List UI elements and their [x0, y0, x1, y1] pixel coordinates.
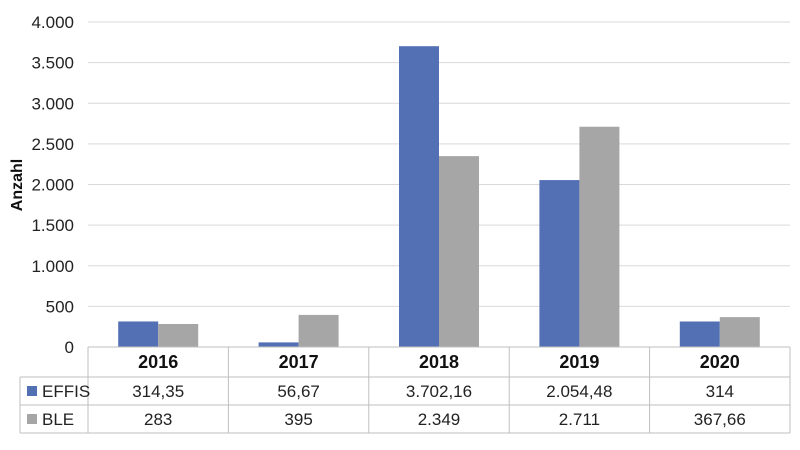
bars: [118, 46, 760, 348]
data-label-ble: 2.349: [418, 410, 461, 429]
data-label-ble: 367,66: [694, 410, 746, 429]
data-table: 2016 2017 2018 2019 2020 EFFIS 314,35 56,67 3.70…: [19, 346, 791, 434]
x-tick-label: 2017: [279, 352, 319, 372]
legend-swatch-effis: [27, 386, 37, 396]
bar-effis-2019: [539, 180, 580, 347]
y-tick-label: 3.000: [31, 94, 74, 113]
y-tick-label: 1.500: [31, 216, 74, 235]
bar-ble-2016: [158, 324, 199, 347]
legend-label-effis: EFFIS: [42, 382, 90, 401]
data-label-ble: 283: [144, 410, 172, 429]
bar-effis-2016: [118, 321, 159, 347]
y-tick-label: 3.500: [31, 54, 74, 73]
bar-ble-2017: [298, 314, 339, 347]
data-label-ble: 2.711: [559, 410, 600, 429]
y-tick-label: 0: [65, 338, 74, 357]
y-tick-label: 1.000: [31, 257, 74, 276]
bar-ble-2019: [579, 126, 620, 347]
x-tick-label: 2020: [700, 352, 740, 372]
data-label-effis: 2.054,48: [546, 382, 612, 401]
data-label-effis: 314: [706, 382, 734, 401]
y-tick-label: 2.500: [31, 135, 74, 154]
data-label-effis: 3.702,16: [406, 382, 472, 401]
y-tick-label: 500: [46, 297, 74, 316]
data-label-effis: 314,35: [132, 382, 184, 401]
x-tick-label: 2016: [138, 352, 178, 372]
x-tick-label: 2019: [559, 352, 599, 372]
bar-effis-2018: [399, 46, 439, 348]
legend-swatch-ble: [27, 414, 37, 424]
bar-ble-2018: [439, 156, 479, 347]
bar-effis-2020: [679, 321, 720, 347]
x-tick-label: 2018: [419, 352, 459, 372]
bar-ble-2020: [719, 317, 760, 347]
bar-effis-2017: [258, 342, 299, 347]
data-label-ble: 395: [284, 410, 312, 429]
legend-label-ble: BLE: [42, 410, 74, 429]
y-tick-label: 2.000: [31, 176, 74, 195]
y-axis-label: Anzahl: [9, 159, 26, 211]
y-tick-label: 4.000: [31, 13, 74, 32]
data-label-effis: 56,67: [277, 382, 320, 401]
y-axis-ticks: 0 500 1.000 1.500 2.000 2.500 3.000 3.500 4.000: [31, 13, 74, 357]
